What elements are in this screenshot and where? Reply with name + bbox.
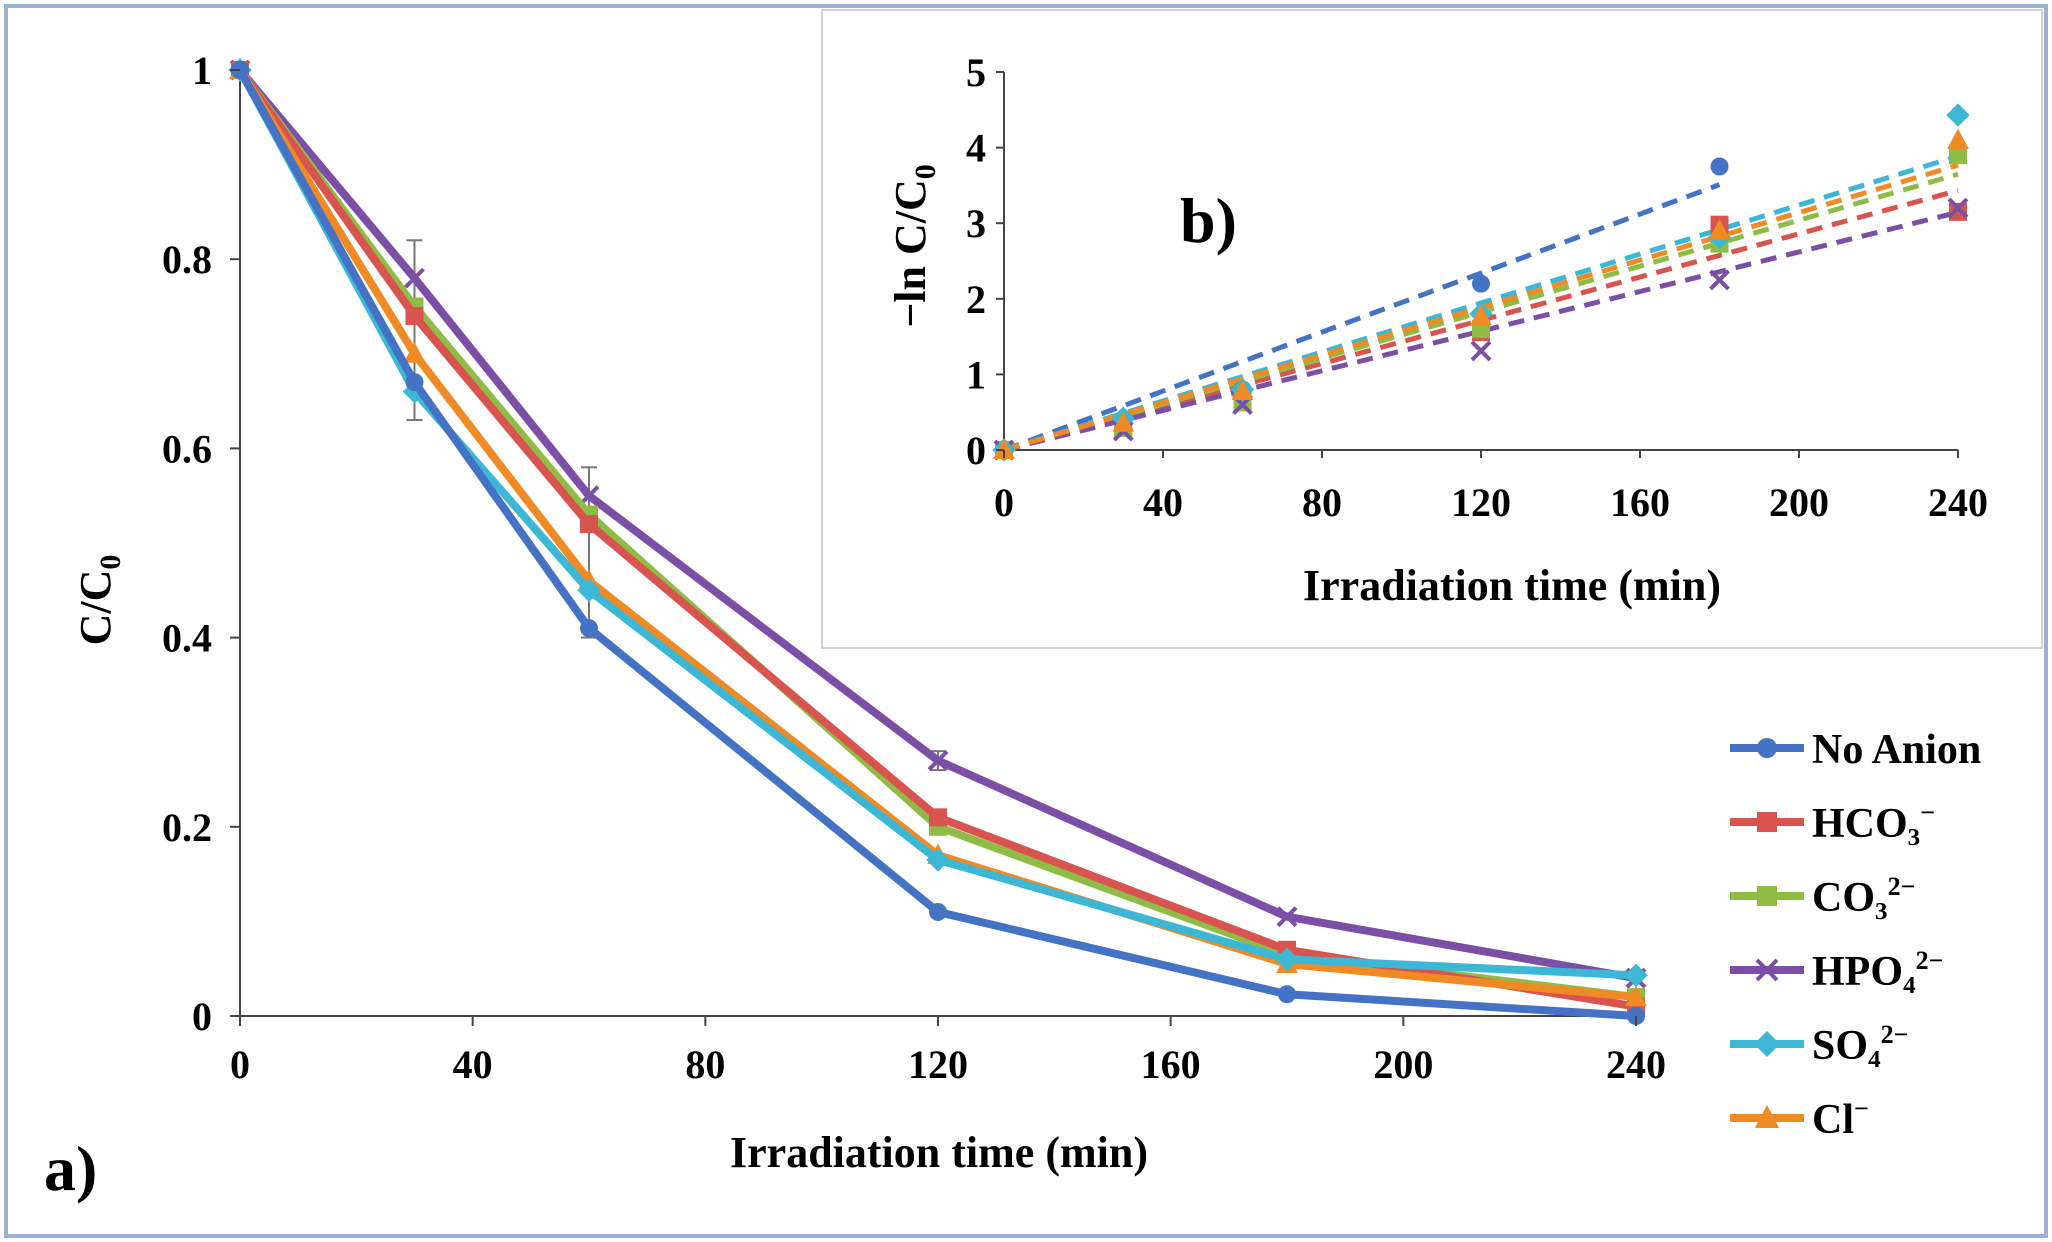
legend-item-co3: CO₃2− <box>1730 872 1915 921</box>
panel-b-y-ticks: 0 1 2 3 4 5 <box>966 50 1004 473</box>
panel-a-x-tick-label: 200 <box>1373 1042 1433 1087</box>
panel-a-y-tick-label: 0.8 <box>162 237 212 282</box>
legend-swatch-marker <box>1755 1105 1779 1128</box>
data-point <box>1949 202 1967 221</box>
data-point <box>1624 963 1648 988</box>
panel-b-x-tick-label: 120 <box>1451 480 1511 525</box>
data-point <box>403 342 426 363</box>
panel-b-y-axis-label: −ln C/C0 <box>886 164 942 328</box>
legend-swatch-marker <box>1757 886 1777 906</box>
data-point <box>1709 269 1730 291</box>
legend-swatch-marker <box>1757 812 1777 832</box>
data-point <box>1275 947 1299 971</box>
panel-a-x-tick-label: 120 <box>908 1042 968 1087</box>
data-point <box>580 515 598 534</box>
data-point <box>926 848 950 872</box>
panel-b-x-tick-label: 160 <box>1610 480 1670 525</box>
panel-a-x-tick-label: 40 <box>453 1042 493 1087</box>
panel-b-x-tick-label: 240 <box>1928 480 1988 525</box>
panel-a-y-tick-label: 0 <box>192 994 212 1039</box>
series-line <box>236 67 1637 1002</box>
panel-b-y-tick-label: 0 <box>966 428 986 473</box>
series-line <box>236 68 1637 1020</box>
legend-label: HCO₃− <box>1812 798 1935 847</box>
panel-b-x-tick-label: 40 <box>1143 480 1183 525</box>
data-point <box>405 373 424 392</box>
legend-item-hco3: HCO₃− <box>1730 798 1935 847</box>
data-point <box>1276 906 1298 928</box>
panel-a-x-tick-label: 240 <box>1606 1042 1666 1087</box>
data-point <box>1470 340 1492 362</box>
legend-item-hpo4: HPO₄2− <box>1730 946 1943 995</box>
panel-a-tag: a) <box>44 1133 97 1204</box>
panel-b-tag: b) <box>1180 185 1237 256</box>
data-point <box>577 578 601 602</box>
data-point <box>1949 146 1967 165</box>
data-point <box>993 438 1015 459</box>
panel-a-x-ticks: 0 40 80 120 160 200 240 <box>230 1016 1666 1087</box>
data-point <box>929 808 947 827</box>
fit-line-no_anion <box>1003 182 1721 453</box>
panel-a-series-no_anion <box>231 61 1645 1025</box>
panel-a-x-tick-label: 80 <box>685 1042 725 1087</box>
panel-a-x-axis-label: Irradiation time (min) <box>730 1128 1148 1177</box>
panel-b-y-tick-label: 2 <box>966 277 986 322</box>
legend-label: Cl− <box>1812 1094 1869 1143</box>
legend: No Anion HCO₃− CO₃2− HPO₄2− SO₄2− Cl− <box>1730 727 1981 1143</box>
panel-b-x-axis-label: Irradiation time (min) <box>1303 561 1721 610</box>
data-point <box>929 902 947 921</box>
data-point <box>1231 379 1254 401</box>
panel-b-x-tick-label: 0 <box>994 480 1014 525</box>
panel-b-series-cl <box>993 128 1969 459</box>
data-point <box>1112 411 1135 432</box>
panel-b: 0 40 80 120 160 200 240 0 1 2 3 4 5 Irradiation tim… <box>886 50 1988 610</box>
panel-b-x-tick-label: 80 <box>1302 480 1342 525</box>
panel-b-x-ticks: 0 40 80 120 160 200 240 <box>994 450 1988 525</box>
panel-b-y-tick-label: 3 <box>966 201 986 246</box>
legend-label: No Anion <box>1812 727 1981 773</box>
legend-swatch-marker <box>1757 738 1777 758</box>
data-point <box>405 306 424 325</box>
panel-b-x-tick-label: 200 <box>1769 480 1829 525</box>
panel-b-y-tick-label: 4 <box>966 126 986 171</box>
inset-frame <box>821 9 2043 649</box>
data-point <box>1947 197 1969 219</box>
panel-a-y-tick-label: 0.6 <box>162 426 212 471</box>
legend-item-so4: SO₄2− <box>1730 1020 1908 1069</box>
panel-a-y-tick-label: 0.2 <box>162 805 212 850</box>
data-point <box>1278 985 1296 1004</box>
panel-a-series <box>228 58 1648 1025</box>
data-point <box>1472 274 1490 293</box>
panel-a-x-tick-label: 0 <box>230 1042 250 1087</box>
panel-a-y-tick-label: 1 <box>192 48 212 93</box>
panel-a-y-axis-label: C/C0 <box>71 555 127 646</box>
panel-a-x-tick-label: 160 <box>1141 1042 1201 1087</box>
panel-a-y-ticks: 0 0.2 0.4 0.6 0.8 1 <box>162 48 240 1039</box>
legend-item-no_anion: No Anion <box>1730 727 1981 773</box>
legend-swatch-marker <box>1754 1031 1780 1057</box>
data-point <box>927 750 949 771</box>
data-point <box>1947 128 1969 150</box>
data-point <box>404 267 425 289</box>
panel-a-y-tick-label: 0.4 <box>162 616 212 661</box>
legend-item-cl: Cl− <box>1730 1094 1869 1143</box>
panel-b-series <box>992 103 1970 462</box>
data-point <box>1708 219 1731 240</box>
legend-swatch-marker <box>1755 958 1779 982</box>
fit-line-hpo4 <box>1003 209 1959 453</box>
data-point <box>1946 103 1970 127</box>
data-point <box>1710 157 1729 176</box>
series-line <box>236 67 1637 983</box>
panel-a: 0 40 80 120 160 200 240 00.20.40.60.81 Irradia… <box>44 48 1666 1204</box>
data-point <box>580 619 598 638</box>
data-point <box>1625 985 1647 1007</box>
panel-b-y-tick-label: 5 <box>966 50 986 95</box>
panel-b-y-tick-label: 1 <box>966 352 986 397</box>
data-point <box>1470 304 1492 326</box>
legend-label: CO₃2− <box>1812 872 1915 921</box>
legend-label: SO₄2− <box>1812 1020 1908 1069</box>
legend-label: HPO₄2− <box>1812 946 1943 995</box>
